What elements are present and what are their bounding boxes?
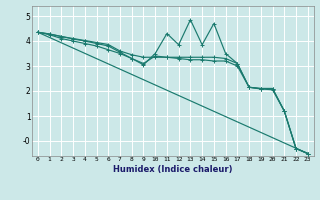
X-axis label: Humidex (Indice chaleur): Humidex (Indice chaleur): [113, 165, 233, 174]
